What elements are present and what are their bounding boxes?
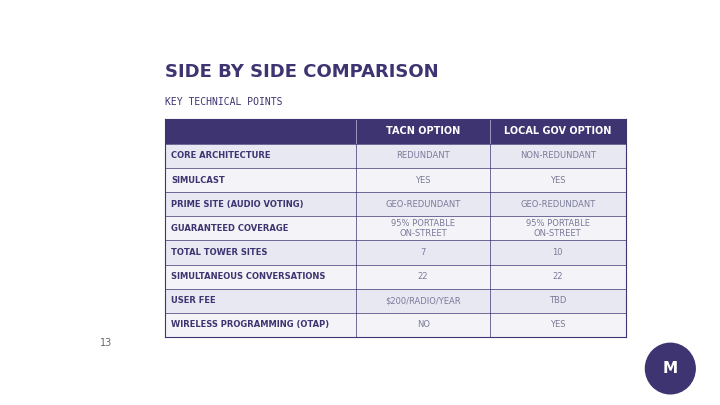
Text: 7: 7: [420, 248, 426, 257]
Text: GUARANTEED COVERAGE: GUARANTEED COVERAGE: [171, 224, 288, 233]
Text: GEO-REDUNDANT: GEO-REDUNDANT: [520, 200, 595, 209]
Text: CORE ARCHITECTURE: CORE ARCHITECTURE: [171, 151, 271, 160]
Text: $200/RADIO/YEAR: $200/RADIO/YEAR: [385, 296, 461, 305]
Text: 95% PORTABLE
ON-STREET: 95% PORTABLE ON-STREET: [526, 219, 590, 238]
Text: 22: 22: [552, 272, 563, 281]
Text: 10: 10: [552, 248, 563, 257]
Text: LOCAL GOV OPTION: LOCAL GOV OPTION: [504, 126, 611, 136]
Text: WIRELESS PROGRAMMING (OTAP): WIRELESS PROGRAMMING (OTAP): [171, 320, 329, 330]
Text: SIDE BY SIDE COMPARISON: SIDE BY SIDE COMPARISON: [166, 63, 439, 81]
Bar: [166, 241, 626, 264]
Text: 95% PORTABLE
ON-STREET: 95% PORTABLE ON-STREET: [391, 219, 455, 238]
Text: TOTAL TOWER SITES: TOTAL TOWER SITES: [171, 248, 267, 257]
Bar: [166, 119, 626, 144]
Text: TBD: TBD: [549, 296, 567, 305]
Bar: [166, 168, 626, 192]
Text: YES: YES: [415, 176, 431, 185]
Text: TACN OPTION: TACN OPTION: [386, 126, 460, 136]
Text: YES: YES: [550, 320, 565, 330]
Text: NON-REDUNDANT: NON-REDUNDANT: [520, 151, 595, 160]
Text: USER FEE: USER FEE: [171, 296, 215, 305]
Bar: [166, 216, 626, 241]
Bar: [166, 289, 626, 313]
Bar: [166, 192, 626, 216]
Text: NO: NO: [417, 320, 430, 330]
Circle shape: [645, 343, 696, 394]
Bar: [166, 144, 626, 168]
Text: SIMULCAST: SIMULCAST: [171, 176, 225, 185]
Text: YES: YES: [550, 176, 565, 185]
Bar: [166, 313, 626, 337]
Bar: [166, 264, 626, 289]
Text: GEO-REDUNDANT: GEO-REDUNDANT: [385, 200, 461, 209]
Text: REDUNDANT: REDUNDANT: [396, 151, 450, 160]
Text: KEY TECHNICAL POINTS: KEY TECHNICAL POINTS: [166, 97, 283, 107]
Text: SIMULTANEOUS CONVERSATIONS: SIMULTANEOUS CONVERSATIONS: [171, 272, 325, 281]
Text: 22: 22: [418, 272, 428, 281]
Text: PRIME SITE (AUDIO VOTING): PRIME SITE (AUDIO VOTING): [171, 200, 303, 209]
Text: 13: 13: [100, 338, 112, 348]
Text: M: M: [662, 361, 678, 376]
